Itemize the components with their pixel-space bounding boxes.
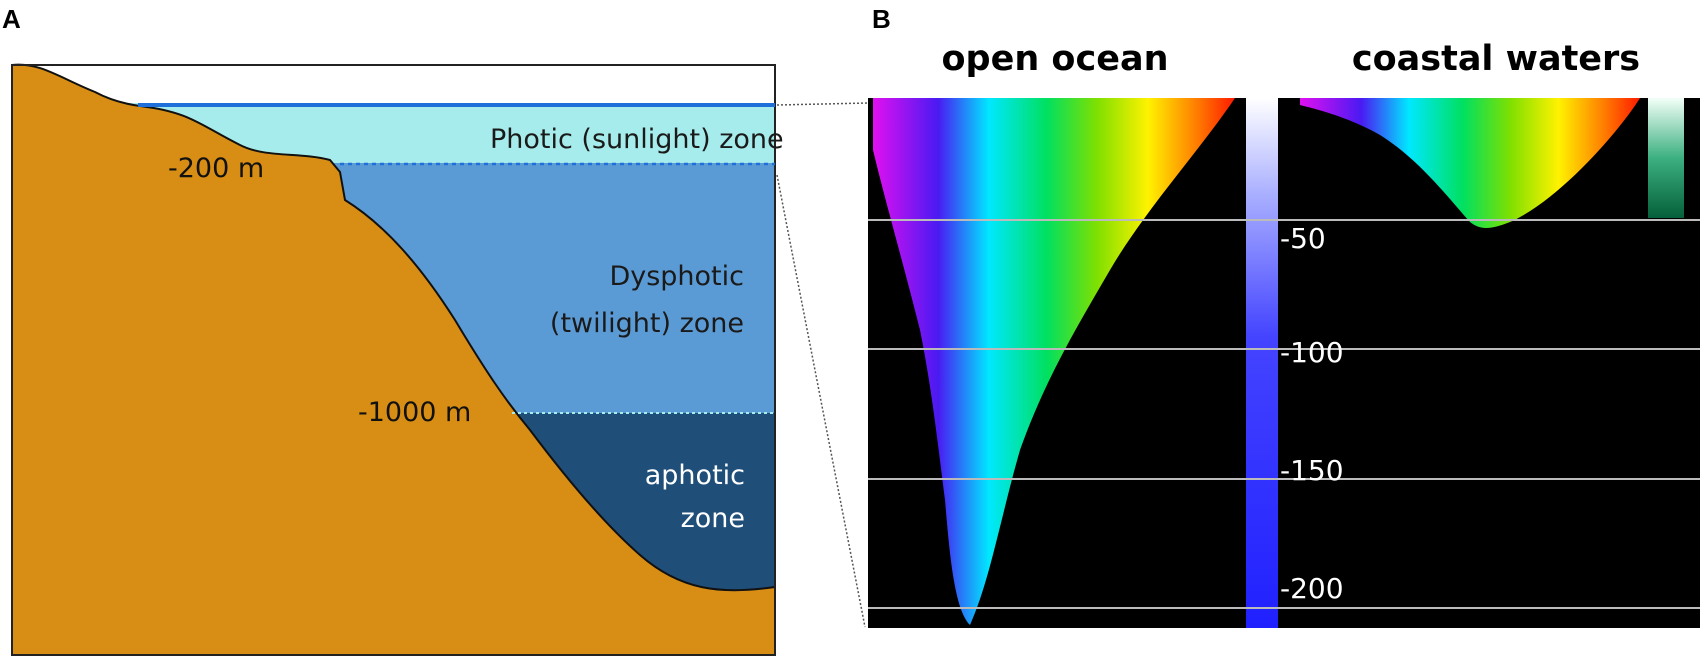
- depth-tick-100: -100: [1280, 336, 1344, 369]
- coastal-waters-title: coastal waters: [1352, 39, 1640, 79]
- panel-a-frame: [11, 64, 776, 656]
- open-ocean-spectrum: [873, 98, 1235, 625]
- depth-tick-150: -150: [1280, 454, 1344, 487]
- panel-a-letter: A: [2, 4, 21, 34]
- dysphotic-zone-label-1: Dysphotic: [609, 261, 744, 292]
- depth-label-200m: -200 m: [168, 153, 264, 184]
- zoom-connector-top: [776, 102, 869, 106]
- aphotic-zone-label-1: aphotic: [645, 460, 745, 491]
- open-ocean-title: open ocean: [941, 39, 1168, 79]
- depth-tick-200: -200: [1280, 572, 1344, 605]
- seafloor: [11, 63, 776, 656]
- blue-light-bar: [1246, 98, 1278, 628]
- depth-label-1000m: -1000 m: [358, 397, 471, 428]
- panel-b-letter: B: [872, 4, 891, 34]
- photic-zone-label: Photic (sunlight) zone: [490, 124, 784, 155]
- green-light-bar: [1648, 98, 1684, 218]
- depth-tick-50: -50: [1280, 222, 1326, 255]
- coastal-spectrum: [1300, 98, 1640, 228]
- dysphotic-zone-label-2: (twilight) zone: [550, 308, 744, 339]
- zoom-connector-bottom: [776, 174, 866, 628]
- aphotic-zone-label-2: zone: [681, 503, 745, 534]
